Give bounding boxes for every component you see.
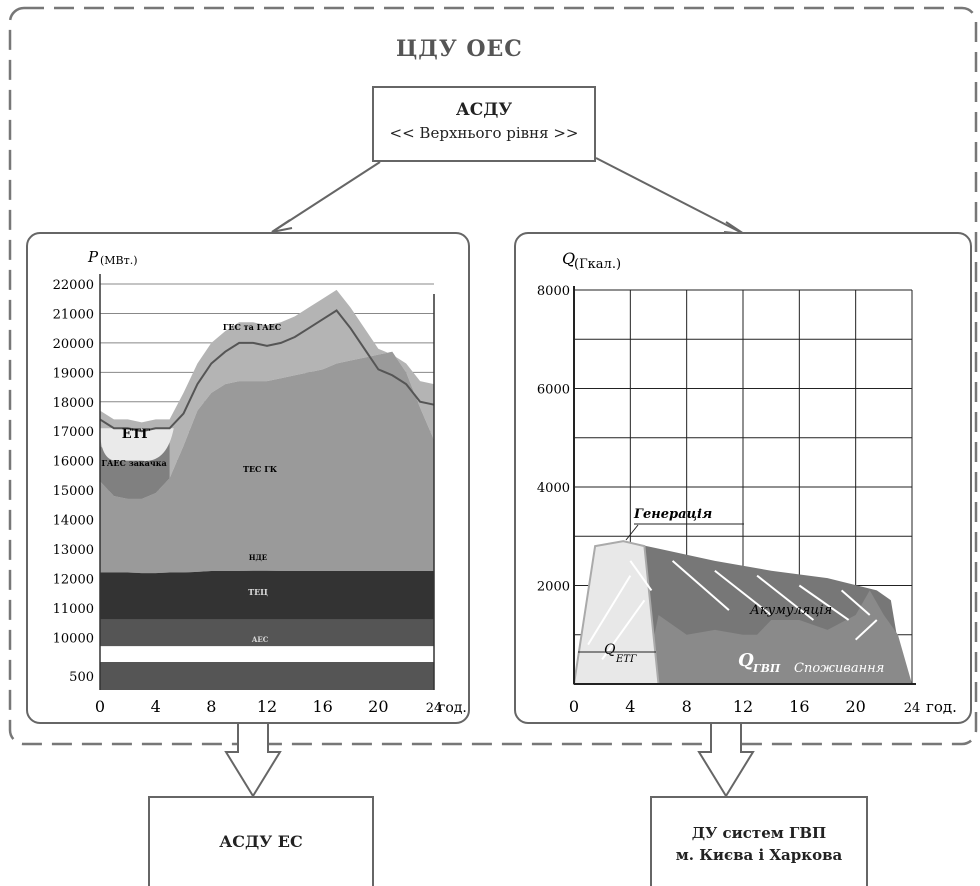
hatch-line (798, 584, 850, 621)
bottom-left-box: АСДУ ЕС (148, 796, 374, 886)
x-tick-label: 16 (789, 697, 809, 716)
x-tick-label: 8 (682, 697, 692, 716)
label-ges: ГЕС та ГАЕС (223, 322, 281, 332)
x-tick-label: 24 (426, 701, 443, 716)
area-tes (100, 351, 434, 574)
area-etg (100, 428, 174, 461)
y-tick-label: 15000 (53, 484, 94, 499)
page-title: ЦДУ ОЕС (396, 36, 523, 62)
y-tick-label: 12000 (53, 572, 94, 587)
block-arrow-left (224, 719, 282, 798)
y-tick-label: 11000 (53, 602, 94, 617)
y-tick-label: 20000 (53, 337, 94, 352)
y-tick-label: 18000 (53, 396, 94, 411)
label-gaes-pumping: ГАЕС закачка (101, 458, 166, 468)
line-ges-inner (99, 309, 435, 433)
annotation-consumption: Споживання (794, 661, 884, 676)
label-tec: ТЕЦ (248, 587, 268, 597)
y-axis-unit: (МВт.) (100, 254, 138, 267)
bottom-right-box: ДУ систем ГВП м. Києва і Харкова (650, 796, 868, 886)
arrow-right (595, 157, 745, 235)
x-tick-label: 8 (206, 697, 216, 716)
annotation-generation: Генерація (633, 507, 712, 522)
y-tick-label: 16000 (53, 455, 94, 470)
x-tick-label: 12 (257, 697, 277, 716)
bottom-right-box-line2: м. Києва і Харкова (675, 846, 843, 864)
label-tes: ТЕС ГК (243, 464, 278, 474)
hatch-line (587, 575, 632, 646)
x-tick-label: 4 (151, 697, 161, 716)
y-tick-label: 22000 (53, 278, 94, 293)
hatch-line (601, 599, 646, 660)
x-tick-label: 20 (845, 697, 865, 716)
y-tick-label: 10000 (53, 631, 94, 646)
area-consumption (644, 590, 912, 684)
annotation-accumulation: Акумуляція (749, 603, 832, 618)
x-tick-label: 16 (312, 697, 332, 716)
arrow-left-head (271, 219, 293, 233)
y-tick-label: 8000 (537, 284, 570, 299)
x-tick-label: 20 (368, 697, 388, 716)
top-asdu-box: АСДУ << Верхнього рівня >> (372, 86, 596, 162)
x-tick-label: 12 (733, 697, 753, 716)
label-etg-sub: ЕТГ (615, 654, 637, 665)
hatch-line (840, 589, 871, 616)
bottom-right-box-line1: ДУ систем ГВП (691, 824, 827, 842)
x-tick-label: 0 (95, 697, 105, 716)
hatch-line (671, 560, 730, 611)
top-box-subtitle: << Верхнього рівня >> (389, 124, 579, 142)
label-aes: АЕС (252, 635, 269, 644)
x-tick-label: 24 (904, 701, 921, 716)
block-arrow-right (697, 719, 755, 798)
outer-dashed-frame (8, 6, 978, 746)
label-nde: НДЕ (249, 553, 267, 562)
right-chart-panel: 8000 6000 4000 2000 0 4 8 12 16 20 24 год. Q (Гкал.) Г… (514, 232, 972, 724)
label-etg: ЕТГ (122, 427, 151, 442)
area-gaes-pumping (100, 440, 170, 499)
power-chart: 22000 21000 20000 19000 18000 17000 16000 15000… (53, 248, 467, 716)
y-tick-500: 500 (69, 670, 94, 685)
x-axis-label: год. (926, 698, 957, 716)
label-q-etg: Q (604, 642, 616, 658)
area-tec (100, 570, 434, 620)
y-tick-label: 19000 (53, 366, 94, 381)
band-500 (100, 662, 434, 690)
y-tick-label: 17000 (53, 425, 94, 440)
y-axis-unit: (Гкал.) (574, 257, 621, 272)
y-axis-symbol: Q (562, 249, 575, 268)
x-axis-label: год. (438, 700, 467, 716)
area-aes (100, 619, 434, 647)
bottom-left-box-label: АСДУ ЕС (219, 832, 303, 851)
y-tick-label: 13000 (53, 543, 94, 558)
annotation-generation-pointer (625, 524, 639, 541)
x-tick-label: 0 (569, 697, 579, 716)
hatch-line (714, 569, 772, 616)
hatch-line (756, 574, 815, 621)
y-tick-label: 21000 (53, 307, 94, 322)
top-box-title: АСДУ (455, 100, 513, 120)
label-gvp-sub: ГВП (752, 662, 781, 675)
left-chart-panel: 22000 21000 20000 19000 18000 17000 16000 15000… (26, 232, 470, 724)
hatch-line (629, 560, 653, 592)
label-q-gvp: Q (738, 650, 754, 671)
area-ges (100, 289, 434, 499)
y-tick-label: 6000 (537, 383, 570, 398)
hatch-line (854, 619, 878, 641)
y-axis-symbol: P (87, 248, 99, 266)
x-tick-label: 4 (625, 697, 635, 716)
y-tick-label: 4000 (537, 481, 570, 496)
y-tick-label: 2000 (537, 580, 570, 595)
y-tick-label: 14000 (53, 514, 94, 529)
